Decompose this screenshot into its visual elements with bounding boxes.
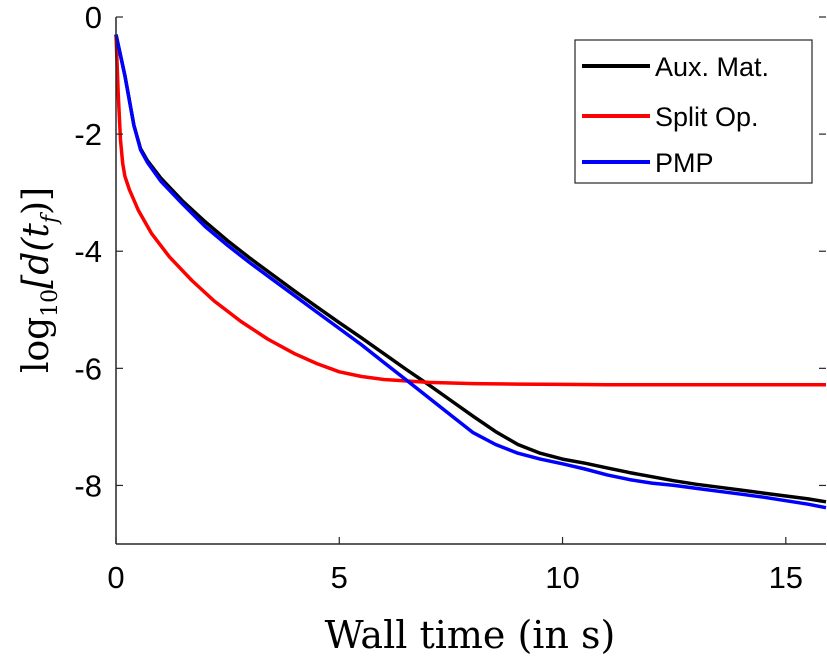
series-line-aux-mat	[114, 34, 827, 504]
series-line-pmp	[114, 34, 827, 510]
x-axis-label: Wall time (in s)	[325, 613, 616, 657]
x-tick-label: 15	[769, 560, 803, 595]
legend-label-pmp: PMP	[655, 148, 714, 178]
y-axis-label-log: log	[16, 317, 57, 373]
y-axis-label-body: [d(t	[16, 223, 57, 289]
y-tick-label: 0	[85, 0, 102, 35]
x-tick-label: 10	[545, 560, 579, 595]
y-tick-label: -6	[74, 351, 102, 386]
legend: Aux. Mat. Split Op. PMP	[574, 39, 813, 184]
y-axis-label: log10[d(tf)]	[16, 187, 63, 373]
y-axis-label-sub10: 10	[38, 289, 63, 317]
y-axis-title: log10[d(tf)]	[16, 187, 63, 373]
series-layer	[114, 34, 827, 510]
x-tick-label: 5	[331, 560, 348, 595]
series-line-split-op	[114, 34, 826, 387]
legend-box	[574, 39, 813, 184]
y-tick-label: -4	[74, 234, 102, 269]
y-axis-label-suffix: )]	[16, 187, 57, 215]
y-tick-label: -2	[74, 117, 102, 152]
legend-label-split-op: Split Op.	[655, 102, 759, 132]
x-axis-title: Wall time (in s)	[325, 613, 616, 657]
axes-layer	[115, 17, 826, 545]
y-tick-label: -8	[74, 468, 102, 503]
legend-label-aux-mat: Aux. Mat.	[655, 52, 769, 82]
x-tick-label: 0	[107, 560, 124, 595]
ticks-layer: 0 5 10 15 0 -2 -4 -6 -8	[74, 0, 826, 595]
